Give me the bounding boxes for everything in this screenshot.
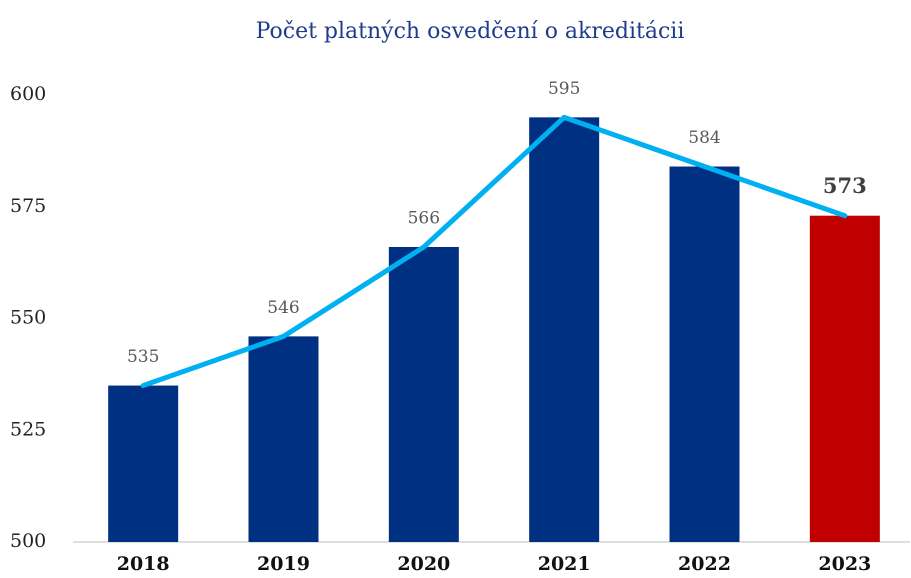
y-tick-label: 600 [10, 83, 46, 105]
x-tick-label: 2022 [678, 553, 731, 575]
bar [248, 336, 319, 542]
trend-line [140, 114, 848, 389]
y-tick-label: 575 [10, 195, 46, 217]
x-tick-label: 2020 [397, 553, 450, 575]
chart-title: Počet platných osvedčení o akreditácii [256, 19, 685, 44]
x-tick-label: 2019 [257, 553, 310, 575]
bar [108, 385, 179, 542]
x-tick-label: 2023 [818, 553, 871, 575]
x-tick-label: 2018 [117, 553, 170, 575]
value-label: 573 [823, 173, 867, 198]
bar [388, 246, 459, 543]
value-label: 535 [127, 347, 159, 367]
y-tick-label: 525 [10, 418, 46, 440]
value-label: 546 [267, 298, 299, 318]
y-tick-label: 550 [10, 307, 46, 329]
value-label: 566 [408, 208, 440, 228]
value-label: 595 [548, 79, 580, 99]
bar [529, 117, 600, 542]
y-tick-label: 500 [10, 530, 46, 552]
bar [669, 166, 740, 542]
value-label: 584 [688, 128, 720, 148]
bar [809, 215, 880, 542]
x-tick-label: 2021 [538, 553, 591, 575]
